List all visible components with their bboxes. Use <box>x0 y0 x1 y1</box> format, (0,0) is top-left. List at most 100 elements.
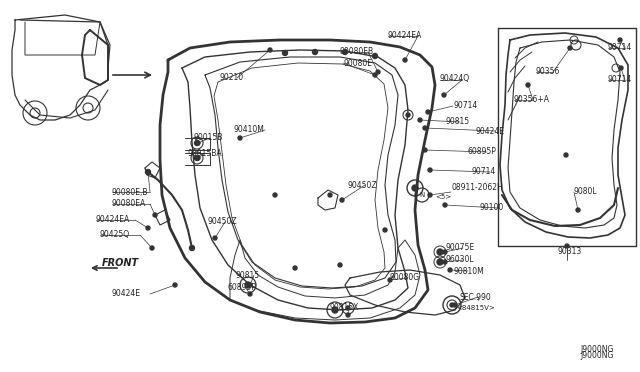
Circle shape <box>568 46 572 50</box>
Text: 90714: 90714 <box>471 167 495 176</box>
Text: FRONT: FRONT <box>102 258 139 268</box>
Circle shape <box>340 198 344 202</box>
Text: 90424E: 90424E <box>476 126 505 135</box>
Circle shape <box>618 38 622 42</box>
Circle shape <box>437 249 443 255</box>
Circle shape <box>565 244 569 248</box>
Circle shape <box>372 54 378 58</box>
Text: 90815: 90815 <box>445 118 469 126</box>
Circle shape <box>342 49 348 55</box>
Text: J9000NG: J9000NG <box>580 346 613 355</box>
Text: 90080E: 90080E <box>343 58 372 67</box>
Circle shape <box>173 283 177 287</box>
Text: 90424E: 90424E <box>112 289 141 298</box>
Text: 90015B: 90015B <box>194 134 223 142</box>
Circle shape <box>443 203 447 207</box>
Circle shape <box>196 141 200 145</box>
Circle shape <box>196 156 200 160</box>
Circle shape <box>426 110 430 114</box>
Circle shape <box>619 66 623 70</box>
Circle shape <box>146 170 150 174</box>
Text: 90080E,B: 90080E,B <box>112 187 148 196</box>
Circle shape <box>153 213 157 217</box>
Text: 90714: 90714 <box>608 44 632 52</box>
Text: 90080EB: 90080EB <box>340 48 374 57</box>
Circle shape <box>332 307 338 313</box>
Circle shape <box>312 49 317 55</box>
Text: 90815X: 90815X <box>330 304 360 312</box>
Text: SEC.990: SEC.990 <box>460 292 492 301</box>
Circle shape <box>146 226 150 230</box>
Circle shape <box>383 228 387 232</box>
Circle shape <box>576 208 580 212</box>
Text: 90450Z: 90450Z <box>347 180 376 189</box>
Text: 90714: 90714 <box>453 102 477 110</box>
Circle shape <box>245 282 251 288</box>
Text: 90424EA: 90424EA <box>96 215 131 224</box>
Circle shape <box>338 263 342 267</box>
Circle shape <box>406 113 410 117</box>
Circle shape <box>328 193 332 197</box>
Text: 90356+A: 90356+A <box>514 96 550 105</box>
Circle shape <box>213 236 217 240</box>
Circle shape <box>428 193 432 197</box>
Circle shape <box>453 303 457 307</box>
Text: 90424Q: 90424Q <box>440 74 470 83</box>
Text: 90450Z: 90450Z <box>208 218 237 227</box>
Circle shape <box>448 268 452 272</box>
Text: 96030L: 96030L <box>446 256 475 264</box>
Text: 90210: 90210 <box>220 74 244 83</box>
Text: 60895P: 60895P <box>228 282 257 292</box>
Circle shape <box>268 48 272 52</box>
Text: 90080G: 90080G <box>390 273 420 282</box>
Circle shape <box>373 73 377 77</box>
Text: 90424EA: 90424EA <box>388 32 422 41</box>
Circle shape <box>564 153 568 157</box>
Text: 90410M: 90410M <box>233 125 264 135</box>
Text: 08911-2062H: 08911-2062H <box>451 183 503 192</box>
Text: <84815V>: <84815V> <box>456 305 495 311</box>
Text: 9080L: 9080L <box>574 187 598 196</box>
Circle shape <box>423 126 427 130</box>
Text: 90313: 90313 <box>558 247 582 257</box>
Circle shape <box>248 292 252 296</box>
Circle shape <box>388 278 392 282</box>
Text: N: N <box>419 192 424 198</box>
Circle shape <box>145 170 150 174</box>
Circle shape <box>442 93 446 97</box>
Circle shape <box>376 70 380 74</box>
Circle shape <box>403 58 407 62</box>
Text: 90356: 90356 <box>536 67 561 77</box>
Text: 90810M: 90810M <box>453 266 484 276</box>
Circle shape <box>150 246 154 250</box>
Circle shape <box>443 250 447 254</box>
Circle shape <box>195 155 200 160</box>
Circle shape <box>450 303 454 307</box>
Circle shape <box>189 246 195 250</box>
Text: 90714: 90714 <box>608 76 632 84</box>
Circle shape <box>412 185 418 191</box>
Circle shape <box>437 259 443 265</box>
Circle shape <box>423 148 427 152</box>
Text: 90425Q: 90425Q <box>100 231 130 240</box>
Text: 90075E: 90075E <box>446 244 475 253</box>
Circle shape <box>428 168 432 172</box>
Circle shape <box>238 136 242 140</box>
Text: 60895P: 60895P <box>468 148 497 157</box>
Circle shape <box>346 306 350 310</box>
Circle shape <box>418 118 422 122</box>
Circle shape <box>195 141 200 145</box>
Circle shape <box>526 83 530 87</box>
Text: 90080EA: 90080EA <box>112 199 147 208</box>
Text: 90815: 90815 <box>236 270 260 279</box>
Circle shape <box>248 283 252 287</box>
Text: 90015BA: 90015BA <box>188 148 223 157</box>
Text: <5>: <5> <box>435 194 451 200</box>
Text: J9000NG: J9000NG <box>580 350 613 359</box>
Circle shape <box>282 51 287 55</box>
Circle shape <box>346 313 350 317</box>
Circle shape <box>293 266 297 270</box>
Circle shape <box>273 193 277 197</box>
Circle shape <box>443 260 447 264</box>
Text: 90100: 90100 <box>480 203 504 212</box>
